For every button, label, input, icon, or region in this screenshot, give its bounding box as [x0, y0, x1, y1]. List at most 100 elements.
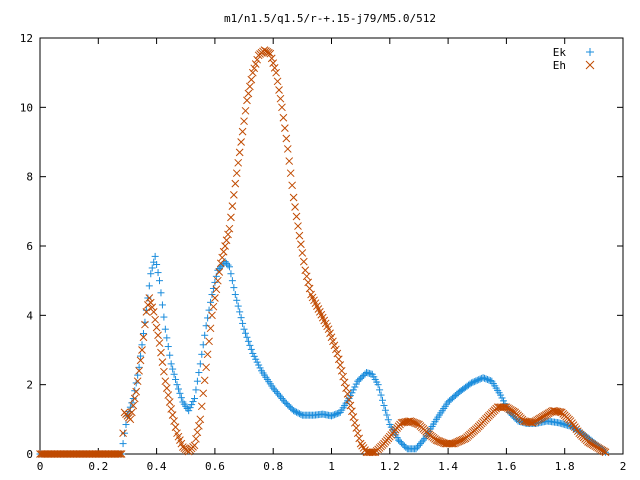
- data-point: [196, 415, 205, 424]
- x-tick-label: 1: [328, 460, 335, 473]
- x-tick-label: 0.8: [263, 460, 283, 473]
- data-point: [211, 294, 219, 302]
- data-point: [255, 361, 263, 369]
- data-point: [473, 376, 481, 384]
- data-point: [285, 157, 294, 165]
- data-point: [138, 346, 146, 354]
- x-tick-label: 2: [620, 460, 627, 473]
- data-point: [244, 89, 253, 98]
- data-point: [250, 352, 258, 360]
- data-point: [295, 231, 304, 240]
- data-point: [224, 230, 232, 239]
- data-point: [246, 82, 254, 91]
- chart-title: m1/n1.5/q1.5/r-+.15-j79/M5.0/512: [224, 12, 436, 25]
- data-point: [305, 284, 314, 293]
- data-point: [188, 401, 196, 409]
- data-point: [129, 401, 138, 410]
- data-point: [173, 381, 181, 389]
- data-point: [232, 169, 241, 178]
- data-point: [286, 169, 295, 178]
- data-point: [218, 253, 227, 262]
- data-point: [161, 325, 169, 333]
- data-point: [291, 407, 299, 415]
- data-point: [242, 329, 250, 337]
- data-point: [164, 391, 173, 399]
- y-tick-label: 2: [26, 379, 33, 392]
- data-point: [200, 376, 209, 385]
- data-point: [332, 410, 340, 418]
- data-point: [416, 440, 424, 448]
- data-point: [349, 413, 358, 421]
- data-point: [278, 395, 286, 403]
- data-point: [176, 389, 184, 397]
- x-tick-label: 0: [37, 460, 44, 473]
- data-point: [240, 325, 248, 333]
- data-point: [396, 438, 404, 446]
- data-point: [397, 439, 405, 447]
- data-point: [206, 324, 215, 333]
- data-point: [298, 249, 307, 257]
- data-point: [343, 390, 352, 398]
- data-point: [290, 407, 298, 415]
- data-point: [155, 339, 164, 347]
- y-tick-label: 6: [26, 240, 33, 253]
- data-point: [418, 438, 426, 446]
- data-point: [278, 103, 286, 112]
- y-tick-label: 4: [26, 309, 33, 322]
- data-point: [383, 411, 391, 419]
- data-point: [479, 374, 487, 382]
- x-tick-label: 1.2: [380, 460, 400, 473]
- data-point: [475, 376, 483, 384]
- data-point: [276, 393, 284, 401]
- data-point: [282, 134, 291, 143]
- data-point: [132, 387, 141, 396]
- data-point: [149, 308, 158, 316]
- data-point: [239, 319, 247, 327]
- data-point: [126, 403, 134, 411]
- data-point: [205, 337, 213, 346]
- data-point: [215, 265, 223, 273]
- data-point: [469, 378, 477, 386]
- data-point: [342, 384, 350, 392]
- data-point: [234, 302, 242, 310]
- data-point: [133, 377, 142, 386]
- data-point: [198, 350, 206, 358]
- data-point: [203, 350, 212, 359]
- data-point: [165, 398, 174, 406]
- data-point: [419, 436, 427, 444]
- data-point: [190, 395, 198, 403]
- data-point: [335, 409, 343, 417]
- data-point: [211, 278, 219, 286]
- data-point: [192, 386, 200, 394]
- data-point: [197, 402, 206, 411]
- data-point: [266, 49, 275, 58]
- data-point: [201, 331, 209, 339]
- data-point: [292, 212, 301, 221]
- data-point: [349, 386, 357, 394]
- data-point: [247, 345, 255, 353]
- data-point: [219, 247, 228, 256]
- data-point: [162, 384, 171, 392]
- data-point: [247, 75, 256, 84]
- data-point: [243, 333, 251, 341]
- data-point: [269, 59, 278, 67]
- data-point: [116, 450, 125, 458]
- data-point: [328, 412, 335, 420]
- data-point: [501, 403, 509, 412]
- data-point: [253, 55, 262, 64]
- data-point: [334, 355, 343, 364]
- data-point: [244, 337, 252, 345]
- data-point: [333, 349, 342, 358]
- data-point: [351, 383, 359, 391]
- data-point: [377, 391, 385, 399]
- data-point: [281, 398, 289, 406]
- data-point: [138, 341, 146, 349]
- data-point: [216, 259, 225, 268]
- data-point: [294, 409, 302, 417]
- data-point: [384, 416, 392, 424]
- data-point: [221, 242, 229, 250]
- data-point: [151, 315, 159, 324]
- data-point: [395, 436, 403, 444]
- data-point: [470, 378, 478, 386]
- data-point: [164, 343, 172, 351]
